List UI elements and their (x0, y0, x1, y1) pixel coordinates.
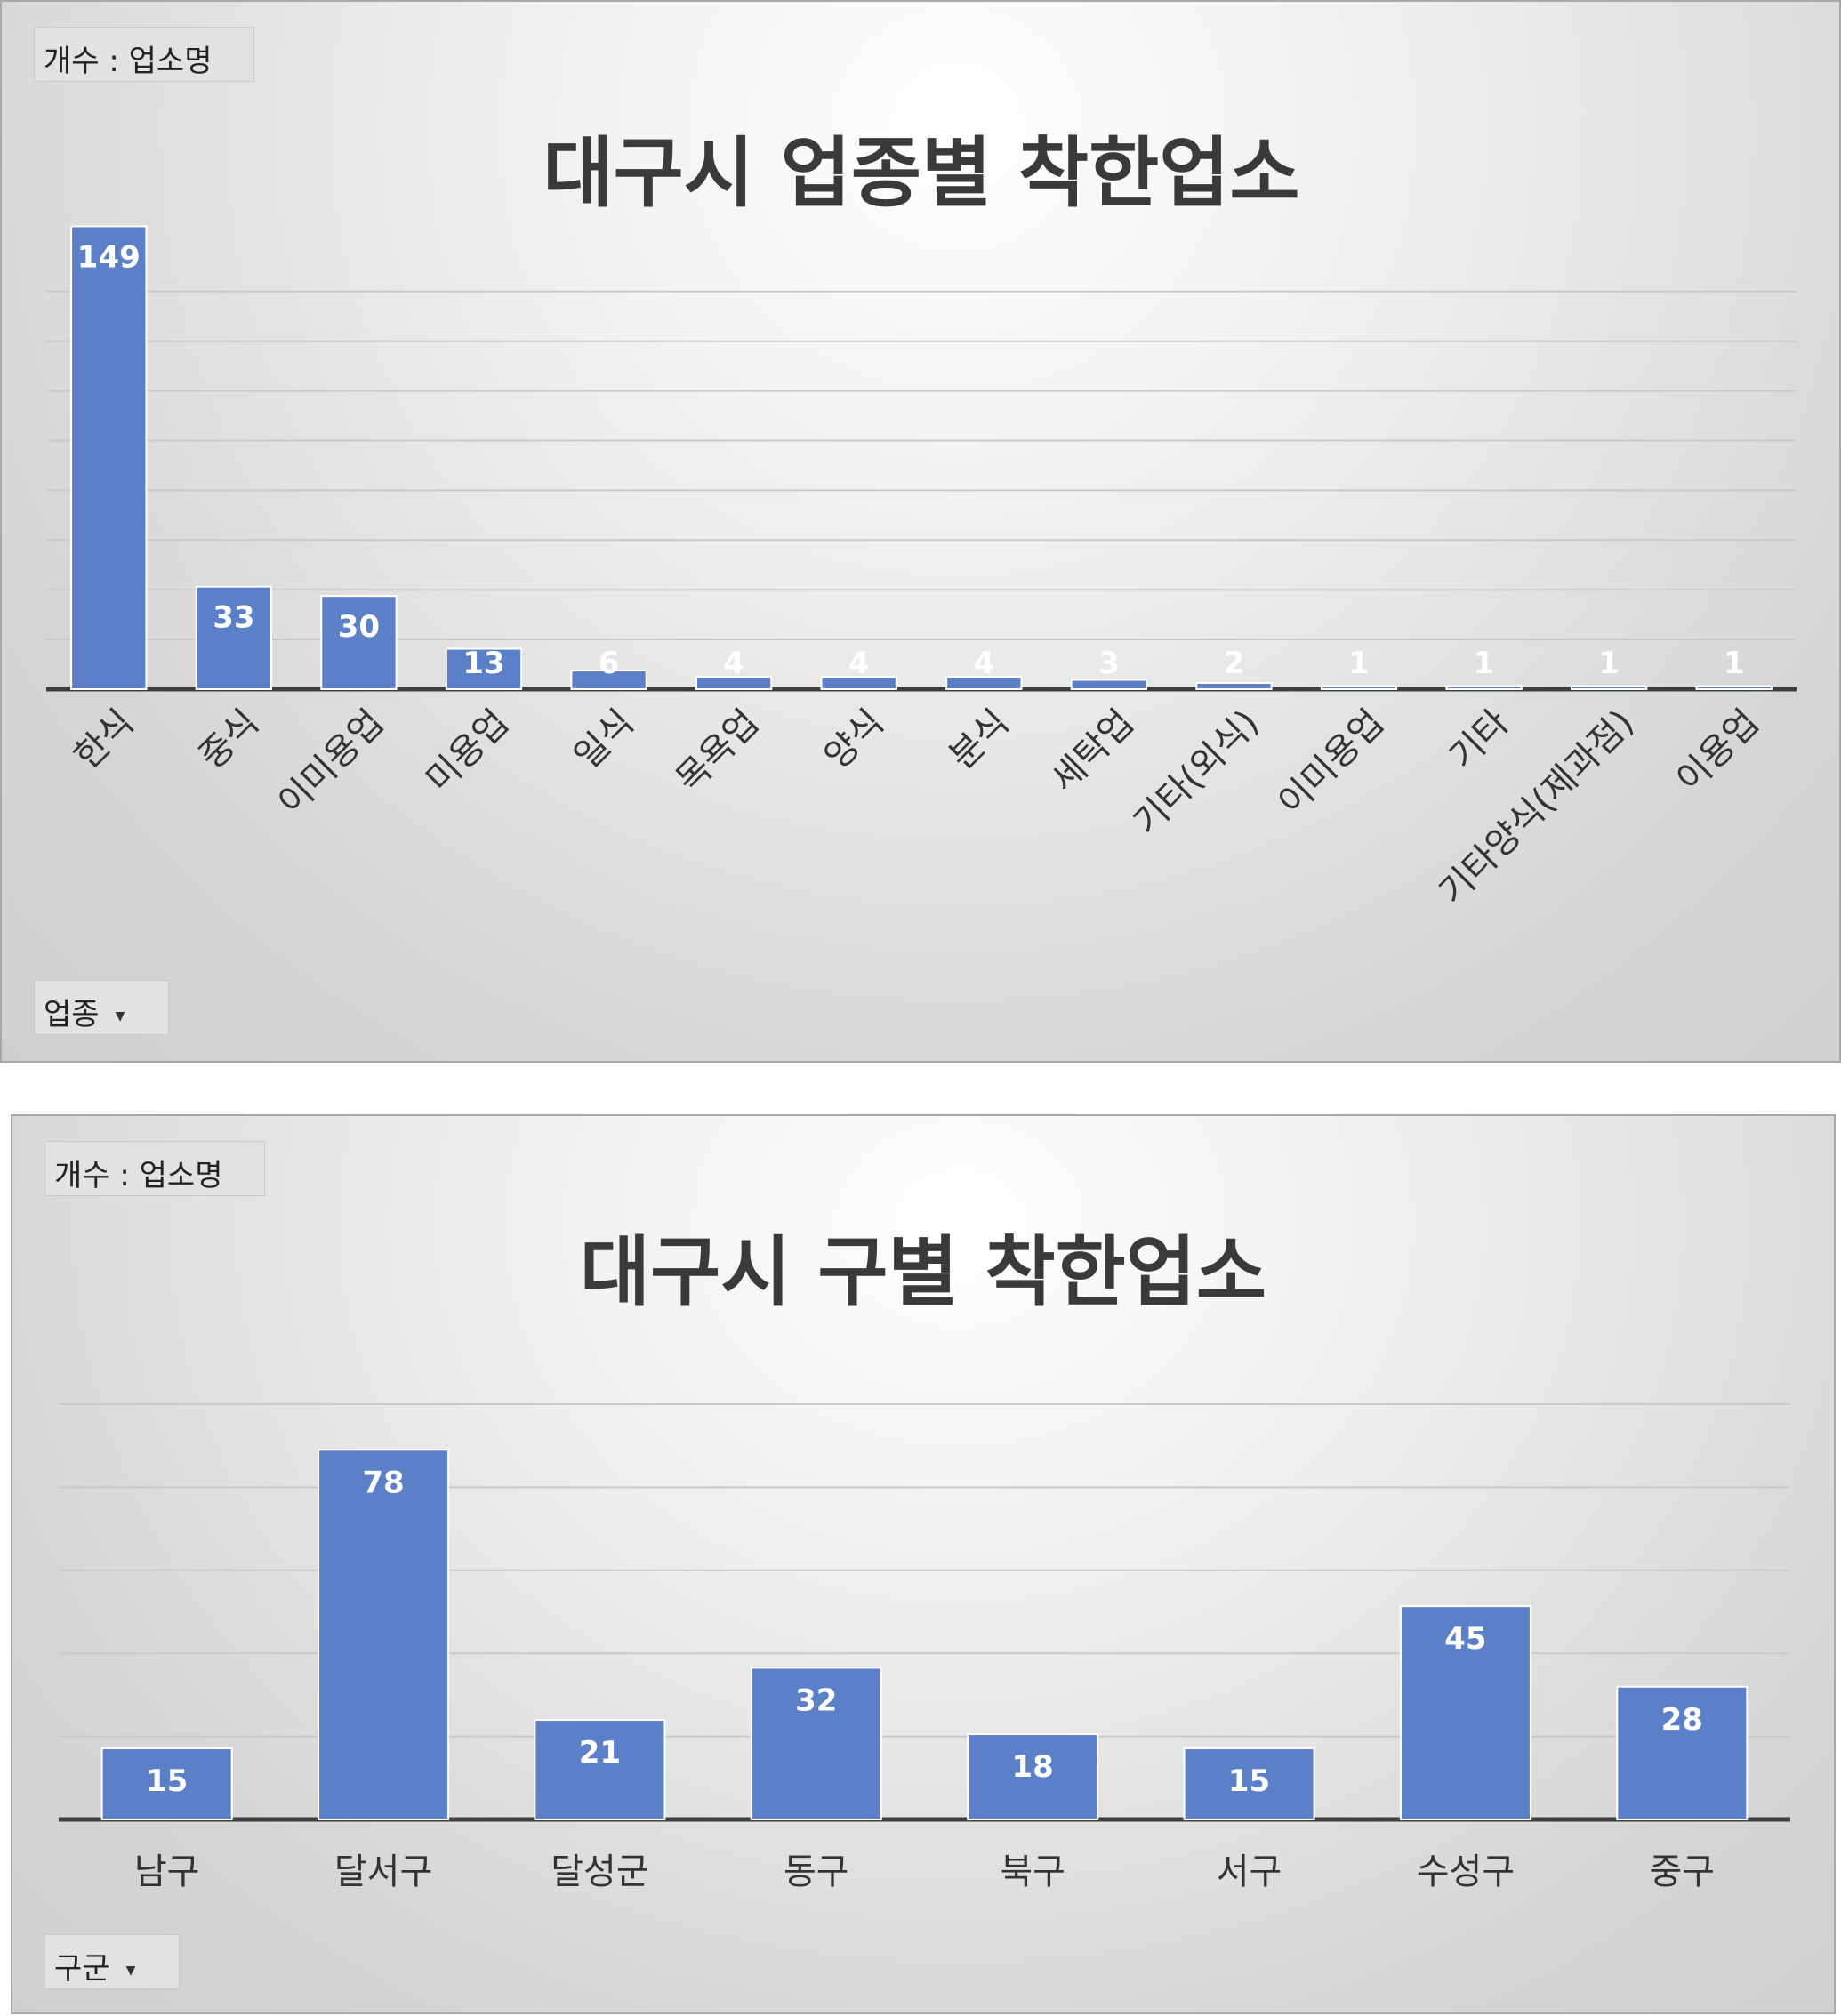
bar[interactable] (445, 647, 523, 690)
bar[interactable] (1320, 685, 1398, 690)
bar[interactable] (1195, 682, 1273, 691)
x-tick-label: 중구 (1650, 1851, 1716, 1892)
axis-field-label: 구군 (54, 1951, 110, 1987)
x-tick-label: 서구 (1217, 1851, 1282, 1892)
x-tick-label: 이미용업 (270, 703, 392, 824)
data-label: 28 (1661, 1702, 1703, 1738)
data-label: 18 (1012, 1749, 1054, 1785)
data-label: 33 (213, 600, 254, 636)
bar[interactable] (1616, 1685, 1749, 1821)
x-tick-label: 북구 (1000, 1851, 1065, 1892)
data-label: 149 (77, 239, 141, 275)
data-label: 30 (338, 609, 380, 645)
bar[interactable] (1399, 1605, 1531, 1821)
bar[interactable] (320, 595, 398, 690)
x-tick-label: 이미용업 (1270, 703, 1392, 824)
data-label: 1 (1598, 646, 1620, 681)
district-bar-chart: 대구시 구별 착한업소 15 78 21 32 18 15 45 28 남구 달서구 달성군 동구 북… (59, 1228, 1790, 1892)
data-label: 15 (1228, 1763, 1270, 1799)
gridlines (46, 290, 1797, 692)
data-label: 4 (848, 646, 870, 681)
x-tick-label: 달서구 (334, 1851, 432, 1892)
bar[interactable] (750, 1667, 882, 1820)
bar[interactable] (1445, 685, 1523, 690)
x-tick-label: 중식 (191, 703, 267, 778)
axis-field-button[interactable]: 구군 ▼ (44, 1934, 180, 1989)
data-label: 4 (723, 646, 744, 681)
chart-title: 대구시 구별 착한업소 (580, 1228, 1266, 1317)
data-label: 15 (146, 1763, 188, 1799)
data-label: 21 (579, 1735, 621, 1771)
x-tick-label: 한식 (67, 703, 142, 778)
x-tick-label: 기타(외식) (1126, 703, 1267, 844)
bar[interactable] (1183, 1747, 1315, 1820)
dropdown-arrow-icon[interactable]: ▼ (125, 1963, 136, 1978)
data-label: 3 (1098, 646, 1120, 681)
data-label: 6 (599, 646, 620, 681)
value-field-button[interactable]: 개수 : 업소명 (34, 27, 254, 82)
bar[interactable] (318, 1449, 450, 1820)
axis-field-label: 업종 (44, 997, 100, 1032)
dropdown-arrow-icon[interactable]: ▼ (115, 1008, 125, 1024)
chart-title: 대구시 업종별 착한업소 (543, 129, 1299, 218)
axis-field-button[interactable]: 업종 ▼ (34, 980, 169, 1035)
data-label: 78 (362, 1465, 404, 1500)
bar[interactable] (570, 670, 647, 690)
data-label: 4 (973, 646, 994, 681)
x-tick-label: 달성군 (551, 1851, 648, 1892)
x-tick-label: 분식 (942, 703, 1017, 778)
bar[interactable] (945, 676, 1023, 691)
data-label: 1 (1474, 646, 1495, 681)
chart-panel-district: 개수 : 업소명 대구시 구별 착한업소 15 78 21 32 18 15 45 28 남구… (11, 1114, 1836, 2014)
x-tick-label: 남구 (134, 1851, 200, 1892)
data-label: 45 (1444, 1621, 1486, 1657)
bar[interactable] (1695, 685, 1773, 690)
bar[interactable] (695, 676, 773, 691)
data-label: 13 (462, 646, 504, 681)
bar[interactable] (70, 225, 148, 690)
data-label: 32 (795, 1683, 837, 1718)
x-tick-label: 양식 (816, 703, 892, 778)
bar[interactable] (100, 1747, 233, 1820)
data-label: 1 (1348, 646, 1370, 681)
data-label: 1 (1724, 646, 1745, 681)
x-tick-label: 기타 (1442, 703, 1517, 778)
x-tick-label: 동구 (784, 1851, 849, 1892)
data-label: 2 (1224, 646, 1245, 681)
bar[interactable] (195, 585, 273, 690)
value-field-button[interactable]: 개수 : 업소명 (44, 1141, 265, 1196)
bar[interactable] (1570, 685, 1648, 690)
bar[interactable] (820, 676, 897, 691)
bar[interactable] (534, 1719, 666, 1821)
x-tick-label: 이용업 (1668, 703, 1767, 801)
x-tick-label: 미용업 (418, 703, 517, 801)
bar[interactable] (967, 1733, 1099, 1820)
bar[interactable] (1070, 679, 1148, 690)
x-tick-label: 세탁업 (1043, 703, 1142, 801)
x-tick-label: 수성구 (1417, 1851, 1515, 1892)
x-tick-label: 일식 (567, 703, 642, 778)
x-tick-label: 목욕업 (669, 703, 768, 801)
chart-panel-industry: 개수 : 업소명 대구시 업종별 착한업소 149 33 30 13 6 4 4 4 3 2 1 1 1… (0, 0, 1841, 1063)
